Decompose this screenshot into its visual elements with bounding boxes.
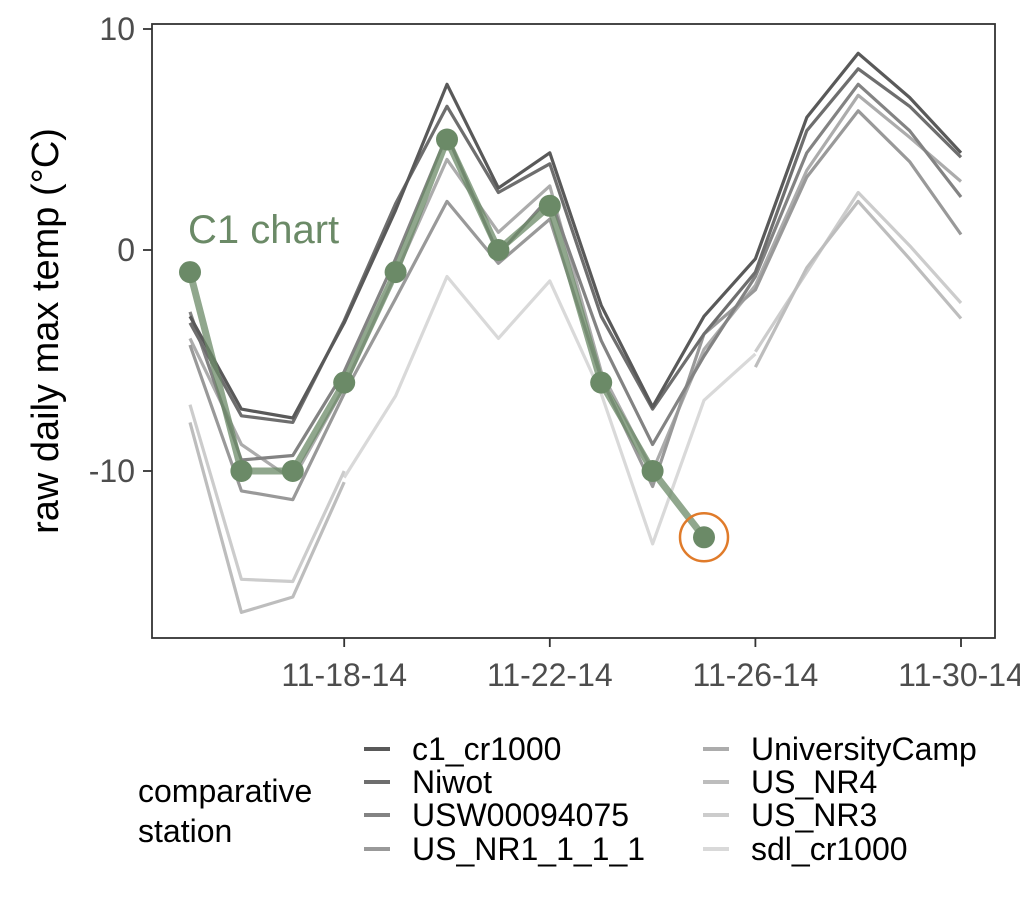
highlight-point: [384, 261, 407, 284]
x-tick-label: 11-26-14: [693, 657, 819, 693]
legend-label-sdl_cr1000: sdl_cr1000: [751, 831, 908, 867]
highlight-point: [436, 128, 458, 151]
series-line-US_NR4-1: [188, 421, 346, 615]
series-line-sdl_cr1000: [342, 274, 757, 546]
highlight-point: [641, 460, 664, 482]
highlight-series-label: C1 chart: [188, 208, 339, 252]
x-tick-label: 11-22-14: [487, 657, 613, 693]
plot-panel: [151, 23, 996, 639]
legend-label-USW00094075: USW00094075: [412, 797, 629, 833]
x-axis: 11-18-14 11-22-14 11-26-14 11-30-14: [281, 638, 1020, 693]
highlight-point: [693, 526, 715, 549]
series-line-USW00094075: [188, 82, 963, 462]
legend: comparative station c1_cr1000NiwotUSW000…: [138, 731, 977, 867]
y-tick-label: -10: [89, 453, 135, 489]
series-layer: [188, 51, 963, 615]
series-line-c1_cr1000: [188, 51, 963, 420]
highlight-point: [333, 371, 356, 394]
y-tick-label: 0: [117, 232, 135, 268]
legend-label-c1_cr1000: c1_cr1000: [412, 731, 561, 767]
highlight-circle-marker: [678, 512, 730, 563]
highlight-point: [590, 371, 613, 394]
y-axis: 10 0 -10: [89, 11, 152, 489]
highlight-point: [538, 194, 561, 217]
legend-label-US_NR3: US_NR3: [751, 797, 877, 833]
highlight-point: [179, 261, 201, 284]
highlight-point: [281, 460, 304, 482]
highlight-layer: [179, 128, 730, 563]
legend-label-US_NR4: US_NR4: [751, 764, 877, 800]
highlight-point: [487, 239, 510, 261]
legend-title-line-1: comparative: [138, 773, 312, 809]
legend-label-UniversityCamp: UniversityCamp: [751, 731, 977, 767]
x-tick-label: 11-30-14: [898, 657, 1020, 693]
highlight-point: [230, 460, 253, 482]
series-line-US_NR4-2: [753, 199, 963, 368]
series-line-US_NR3-1: [188, 404, 346, 584]
legend-label-US_NR1_1_1_1: US_NR1_1_1_1: [412, 831, 645, 867]
legend-label-Niwot: Niwot: [412, 764, 492, 800]
legend-title-line-2: station: [138, 813, 232, 849]
x-tick-label: 11-18-14: [281, 657, 407, 693]
y-tick-label: 10: [99, 11, 135, 47]
y-axis-title: raw daily max temp (°C): [25, 128, 67, 534]
